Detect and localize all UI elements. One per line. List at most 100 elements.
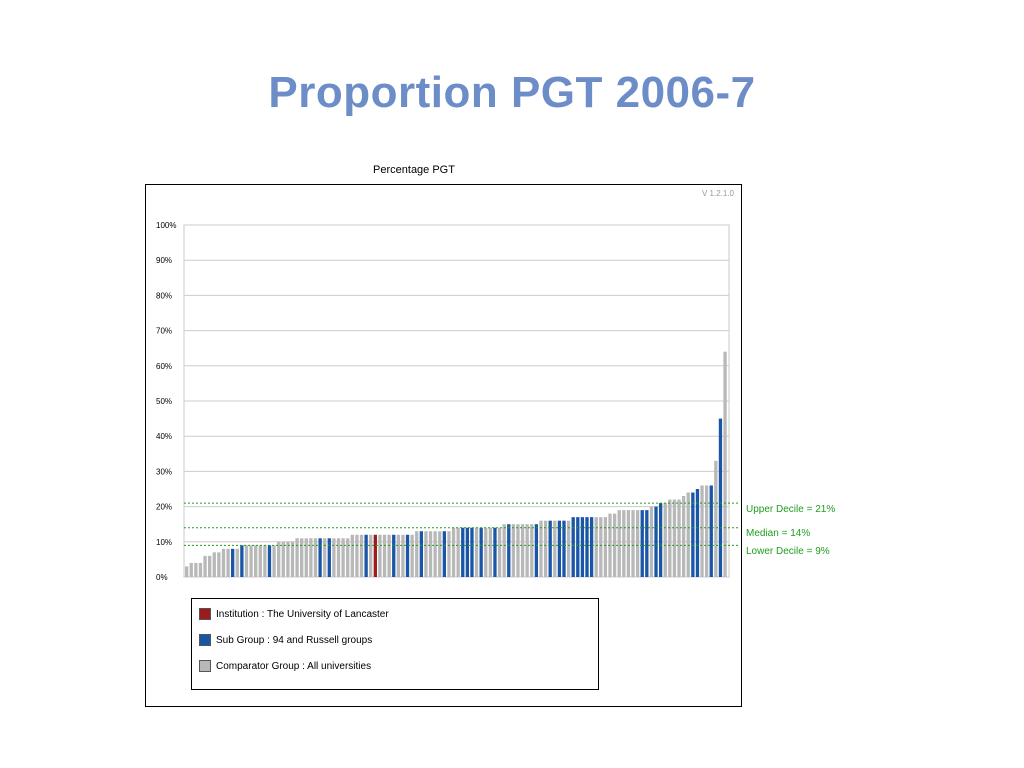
bar-subgroup <box>576 517 580 577</box>
bar-comparator <box>622 510 626 577</box>
y-tick-label: 90% <box>156 256 172 265</box>
bar-comparator <box>382 534 387 577</box>
bar-comparator <box>594 517 598 577</box>
bar-comparator <box>433 531 437 577</box>
bar-comparator <box>681 496 686 577</box>
bar-comparator <box>415 531 419 577</box>
legend-label-subgroup: Sub Group : 94 and Russell groups <box>216 634 373 646</box>
bar-comparator <box>346 538 350 577</box>
bar-comparator <box>300 538 304 577</box>
legend-item-institution: Institution : The University of Lancaste… <box>199 607 389 621</box>
bar-comparator <box>359 534 364 577</box>
bar-comparator <box>626 510 631 577</box>
bar-comparator <box>530 524 534 577</box>
bar-comparator <box>212 552 216 577</box>
y-tick-label: 0% <box>156 573 168 582</box>
bar-comparator <box>663 503 667 577</box>
y-tick-label: 80% <box>156 291 172 300</box>
bar-subgroup <box>364 534 368 577</box>
bar-comparator <box>369 534 373 577</box>
bar-comparator <box>277 541 281 577</box>
bar-subgroup <box>589 517 594 577</box>
bar-comparator <box>700 485 704 577</box>
bar-comparator <box>208 555 212 577</box>
bar-comparator <box>714 460 718 577</box>
bar-comparator <box>631 510 635 577</box>
bar-comparator <box>704 485 709 577</box>
bar-comparator <box>525 524 529 577</box>
y-tick-label: 40% <box>156 432 172 441</box>
bar-subgroup <box>571 517 575 577</box>
bar-comparator <box>263 545 267 577</box>
bar-comparator <box>456 527 460 577</box>
bar-comparator <box>290 541 295 577</box>
bar-comparator <box>272 545 276 577</box>
bar-comparator <box>608 513 612 577</box>
bar-comparator <box>203 555 207 577</box>
bar-comparator <box>198 562 203 577</box>
bar-subgroup <box>585 517 589 577</box>
bar-comparator <box>401 534 405 577</box>
bar-subgroup <box>267 545 272 577</box>
bar-comparator <box>217 552 221 577</box>
bar-subgroup <box>695 489 700 577</box>
legend-swatch-comparator <box>199 660 211 672</box>
bar-comparator <box>451 527 456 577</box>
bar-comparator <box>396 534 400 577</box>
bar-comparator <box>677 499 681 577</box>
legend-swatch-institution <box>199 608 211 620</box>
bar-comparator <box>244 545 249 577</box>
bar-comparator <box>502 524 506 577</box>
bar-comparator <box>424 531 428 577</box>
bar-comparator <box>668 499 672 577</box>
bar-comparator <box>387 534 391 577</box>
bar-subgroup <box>470 527 474 577</box>
y-tick-label: 20% <box>156 503 172 512</box>
legend-item-subgroup: Sub Group : 94 and Russell groups <box>199 633 372 647</box>
bar-comparator <box>516 524 520 577</box>
bar-comparator <box>484 527 488 577</box>
bar-chart: 0% 10% 20% 30% 40% 50% 60% 70% 80% 90% 100% <box>156 221 739 582</box>
bar-comparator <box>185 566 189 577</box>
y-tick-label: 100% <box>156 221 176 230</box>
bar-comparator <box>649 506 654 577</box>
bar-comparator <box>378 534 382 577</box>
bar-comparator <box>686 492 690 577</box>
bar-comparator <box>350 534 354 577</box>
bar-comparator <box>566 520 571 577</box>
bar-comparator <box>189 562 193 577</box>
bar-subgroup <box>654 506 658 577</box>
bar-subgroup <box>562 520 566 577</box>
chart-title: Percentage PGT <box>373 164 455 176</box>
bar-comparator <box>438 531 442 577</box>
y-tick-label: 70% <box>156 327 172 336</box>
bar-institution <box>373 534 377 577</box>
bar-subgroup <box>709 485 713 577</box>
bar-comparator <box>603 517 608 577</box>
bar-subgroup <box>507 524 511 577</box>
bar-comparator <box>428 531 433 577</box>
bar-comparator <box>723 351 727 577</box>
bar-comparator <box>635 510 640 577</box>
bar-comparator <box>286 541 290 577</box>
bar-comparator <box>332 538 336 577</box>
bar-subgroup <box>318 538 322 577</box>
bar-subgroup <box>557 520 562 577</box>
legend-swatch-subgroup <box>199 634 211 646</box>
bar-comparator <box>258 545 262 577</box>
bar-comparator <box>254 545 258 577</box>
bar-comparator <box>488 527 493 577</box>
bar-comparator <box>497 527 502 577</box>
bar-comparator <box>323 538 327 577</box>
bar-subgroup <box>327 538 331 577</box>
y-tick-label: 50% <box>156 397 172 406</box>
legend-label-institution: Institution : The University of Lancaste… <box>216 608 389 620</box>
bar-comparator <box>221 548 226 577</box>
bar-comparator <box>520 524 525 577</box>
bar-subgroup <box>465 527 470 577</box>
bar-subgroup <box>419 531 423 577</box>
bar-comparator <box>511 524 516 577</box>
bar-comparator <box>612 513 617 577</box>
legend-item-comparator: Comparator Group : All universities <box>199 659 371 673</box>
version-label: V 1.2.1.0 <box>701 189 734 198</box>
